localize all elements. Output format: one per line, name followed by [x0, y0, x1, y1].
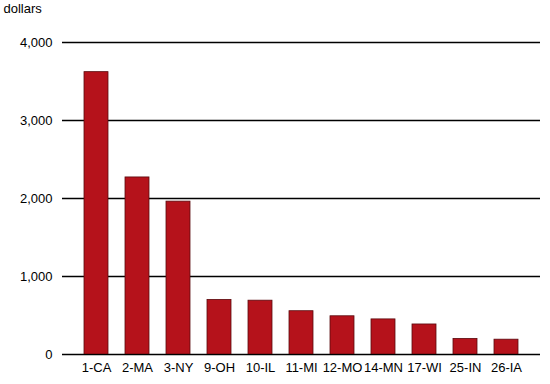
svg-text:12-MO: 12-MO [323, 360, 363, 375]
svg-text:2-MA: 2-MA [122, 360, 153, 375]
svg-text:17-WI: 17-WI [407, 360, 442, 375]
svg-text:dollars: dollars [4, 1, 43, 16]
svg-text:14-MN: 14-MN [364, 360, 403, 375]
svg-text:1,000: 1,000 [20, 269, 53, 284]
svg-text:10-IL: 10-IL [246, 360, 276, 375]
svg-text:26-IA: 26-IA [491, 360, 522, 375]
svg-text:4,000: 4,000 [20, 35, 53, 50]
svg-text:11-MI: 11-MI [285, 360, 317, 375]
svg-text:1-CA: 1-CA [82, 360, 112, 375]
svg-text:3-NY: 3-NY [164, 360, 194, 375]
svg-text:0: 0 [45, 347, 52, 362]
svg-text:2,000: 2,000 [20, 191, 53, 206]
svg-text:9-OH: 9-OH [204, 360, 235, 375]
svg-text:25-IN: 25-IN [450, 360, 482, 375]
svg-text:3,000: 3,000 [20, 113, 53, 128]
